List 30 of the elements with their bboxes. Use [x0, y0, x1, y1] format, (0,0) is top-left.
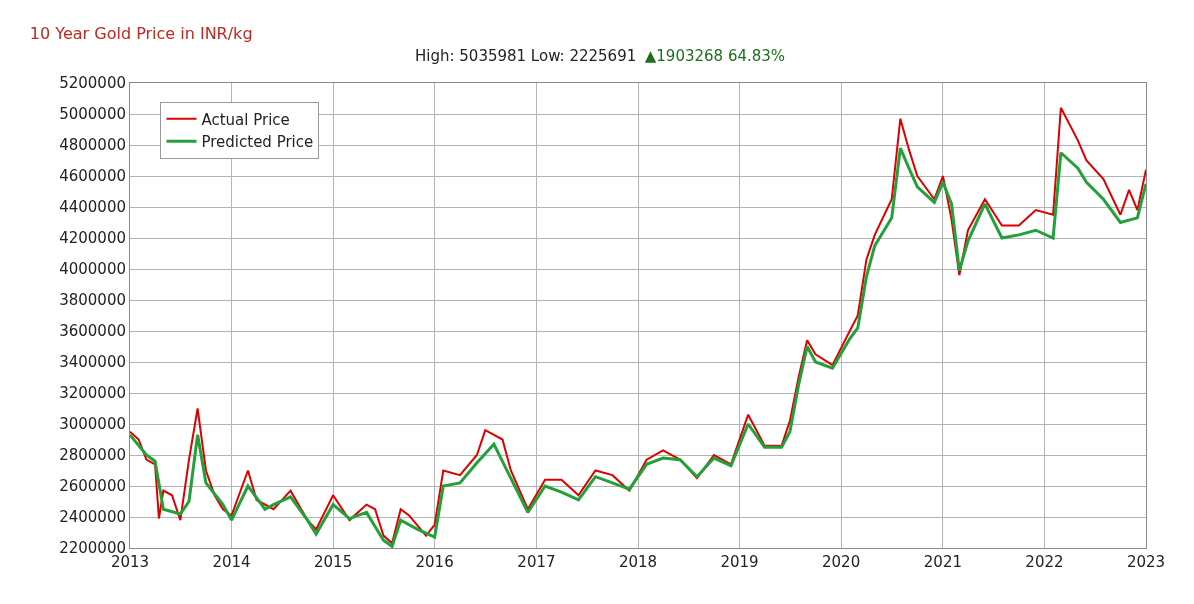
y-tick-label: 5200000: [59, 74, 126, 93]
x-tick-label: 2014: [212, 553, 251, 571]
x-tick-label: 2019: [720, 553, 759, 571]
y-tick-label: 2400000: [59, 508, 126, 527]
y-tick-label: 3200000: [59, 384, 126, 403]
chart-title: 10 Year Gold Price in INR/kg: [29, 23, 253, 43]
y-tick-label: 4600000: [59, 167, 126, 186]
y-tick-label: 4000000: [59, 260, 126, 279]
x-tick-label: 2020: [822, 553, 861, 571]
y-tick-label: 2800000: [59, 446, 126, 465]
y-tick-label: 3800000: [59, 291, 126, 310]
y-tick-label: 4200000: [59, 229, 126, 248]
x-tick-label: 2018: [618, 553, 658, 571]
chart-subtitle: High: 5035981 Low: 2225691: [415, 47, 637, 65]
y-tick-label: 5000000: [59, 105, 126, 124]
x-tick-label: 2023: [1126, 553, 1166, 571]
y-tick-label: 3000000: [59, 415, 126, 434]
y-tick-label: 4800000: [59, 136, 126, 155]
x-tick-label: 2016: [415, 553, 454, 571]
x-tick-label: 2017: [517, 553, 556, 571]
y-tick-label: 3600000: [59, 322, 126, 341]
x-tick-label: 2015: [314, 553, 353, 571]
x-tick-label: 2022: [1025, 553, 1064, 571]
y-tick-label: 4400000: [59, 198, 126, 217]
text: ▲1903268 64.83%: [640, 47, 786, 65]
x-tick-label: 2021: [923, 553, 962, 571]
legend-label: Actual Price: [201, 110, 290, 129]
y-tick-label: 2600000: [59, 477, 126, 496]
y-tick-label: 3400000: [59, 353, 126, 372]
legend-label: Predicted Price: [201, 133, 314, 152]
